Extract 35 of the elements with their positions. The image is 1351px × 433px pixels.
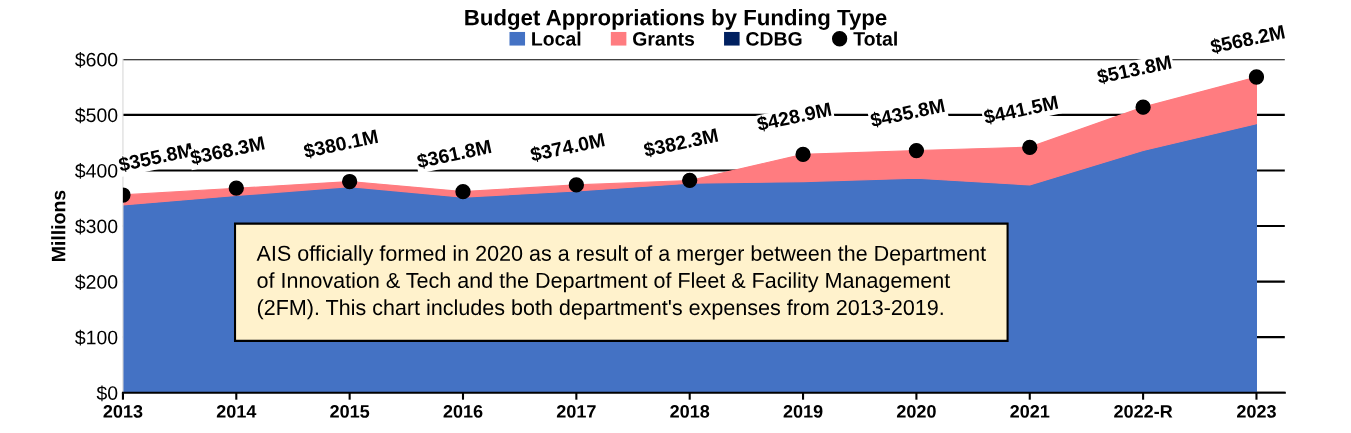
data-label: $382.3M (642, 127, 719, 159)
x-tick-label: 2014 (216, 405, 257, 418)
x-tick-label: 2018 (670, 405, 710, 418)
x-tick-label: 2013 (103, 405, 143, 418)
x-tick-label: 2019 (783, 405, 823, 418)
data-label: $361.8M (415, 138, 492, 170)
chart-title: Budget Appropriations by Funding Type (465, 9, 887, 30)
y-tick-label: $100 (75, 329, 118, 346)
data-label: $368.3M (189, 135, 266, 167)
x-tick-label: 2022-R (1114, 405, 1173, 418)
annotation: AIS officially formed in 2020 as a result of a merger between the Department of Innovation & Tech and the Department of Fleet & Facility Management (2FM). This chart includes both department's expenses from 2013-2019. (256, 245, 986, 320)
data-label: $441.5M (982, 94, 1059, 126)
legend-label: CDBG (746, 31, 802, 46)
x-tick-label: 2023 (1237, 405, 1276, 418)
data-label: $374.0M (529, 131, 606, 163)
y-tick-label: $0 (96, 385, 118, 402)
data-label: $435.8M (869, 97, 946, 129)
y-tick-label: $400 (75, 163, 118, 179)
data-label: $428.9M (756, 101, 832, 133)
data-label: $380.1M (302, 128, 379, 160)
legend-label: Grants (633, 31, 695, 46)
y-tick-label: $600 (75, 51, 118, 68)
legend-label: Total (853, 31, 897, 46)
data-label: $568.2M (1209, 24, 1286, 55)
legend-label: Local (532, 31, 581, 46)
y-tick-label: $300 (75, 218, 118, 235)
x-tick-label: 2016 (443, 405, 483, 418)
y-axis-title: Millions (51, 190, 66, 261)
x-tick-label: 2017 (556, 405, 596, 418)
x-tick-label: 2015 (330, 405, 370, 418)
x-tick-label: 2021 (1010, 405, 1050, 418)
x-tick-label: 2020 (896, 405, 936, 418)
y-tick-label: $200 (75, 274, 118, 290)
y-tick-label: $500 (75, 107, 118, 124)
data-label: $513.8M (1096, 54, 1172, 86)
